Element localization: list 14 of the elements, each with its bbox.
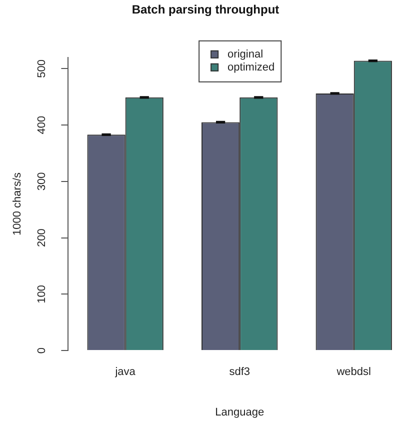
chart-title: Batch parsing throughput <box>132 2 280 17</box>
y-tick-label: 0 <box>36 348 48 354</box>
y-tick-label: 300 <box>36 172 48 191</box>
x-axis-title: Language <box>215 406 264 418</box>
x-tick-label: sdf3 <box>229 366 250 378</box>
x-tick-label: java <box>114 366 136 378</box>
y-tick-label: 100 <box>36 285 48 304</box>
y-tick-label: 200 <box>36 228 48 248</box>
legend-label: original <box>228 48 264 60</box>
legend-label: optimized <box>228 61 275 74</box>
y-tick-label: 500 <box>36 59 48 78</box>
x-tick-label: webdsl <box>336 366 371 378</box>
y-axis-title: 1000 chars/s <box>12 172 24 236</box>
y-tick-label: 400 <box>36 116 48 134</box>
